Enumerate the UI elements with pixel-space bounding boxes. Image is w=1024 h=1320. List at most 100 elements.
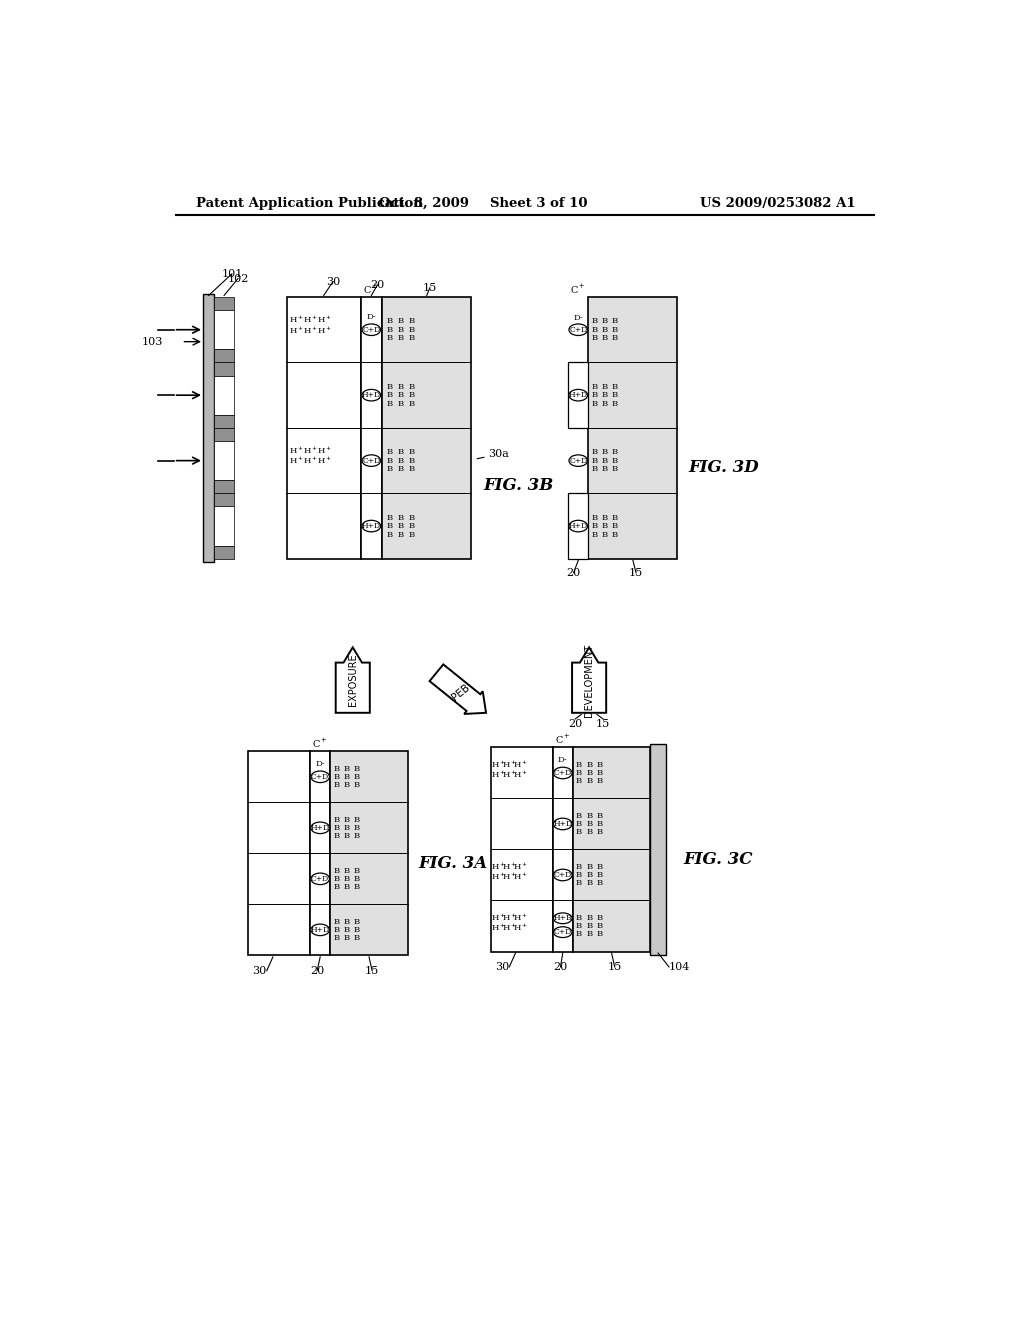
Text: B: B xyxy=(592,317,598,325)
Text: B: B xyxy=(586,770,592,777)
Text: B: B xyxy=(334,919,340,927)
Text: H$^+$: H$^+$ xyxy=(490,871,506,882)
Text: 15: 15 xyxy=(596,718,610,729)
Text: H+D: H+D xyxy=(310,925,330,933)
Text: H$^+$: H$^+$ xyxy=(502,911,517,923)
Text: 20: 20 xyxy=(310,966,325,975)
Text: B: B xyxy=(387,531,393,539)
Text: B: B xyxy=(575,820,582,828)
Text: FIG. 3A: FIG. 3A xyxy=(419,855,487,873)
Text: B: B xyxy=(596,820,602,828)
Text: B: B xyxy=(397,523,403,531)
Text: B: B xyxy=(596,828,602,836)
Text: H$^+$: H$^+$ xyxy=(289,323,304,335)
Text: C$^+$: C$^+$ xyxy=(555,733,570,746)
Text: B: B xyxy=(409,391,415,399)
Text: B: B xyxy=(343,867,349,875)
Text: B: B xyxy=(592,513,598,521)
Text: B: B xyxy=(611,317,617,325)
Text: H$^+$: H$^+$ xyxy=(289,444,304,455)
Text: B: B xyxy=(596,929,602,937)
Bar xyxy=(203,294,214,562)
Bar xyxy=(214,376,234,414)
Text: FIG. 3C: FIG. 3C xyxy=(683,851,753,869)
Text: B: B xyxy=(575,921,582,931)
Text: B: B xyxy=(611,400,617,408)
Text: B: B xyxy=(353,883,359,891)
Text: H$^+$: H$^+$ xyxy=(316,455,332,466)
Text: B: B xyxy=(601,391,607,399)
Text: H$^+$: H$^+$ xyxy=(490,859,506,871)
Text: B: B xyxy=(353,875,359,883)
Text: H$^+$: H$^+$ xyxy=(490,758,506,770)
Text: B: B xyxy=(397,457,403,465)
Text: B: B xyxy=(409,400,415,408)
Text: H+D: H+D xyxy=(553,820,572,828)
Text: B: B xyxy=(353,766,359,774)
Text: H+B: H+B xyxy=(553,915,572,923)
Text: C+D: C+D xyxy=(362,326,381,334)
Text: B: B xyxy=(586,776,592,784)
Text: Oct. 8, 2009: Oct. 8, 2009 xyxy=(379,197,469,210)
Text: C+D: C+D xyxy=(311,772,330,781)
Text: B: B xyxy=(334,875,340,883)
Text: B: B xyxy=(575,770,582,777)
Text: B: B xyxy=(334,816,340,824)
Text: B: B xyxy=(592,400,598,408)
Text: B: B xyxy=(409,383,415,391)
Text: B: B xyxy=(596,776,602,784)
Text: B: B xyxy=(334,832,340,840)
Ellipse shape xyxy=(569,455,588,466)
Text: B: B xyxy=(575,762,582,770)
Text: H$^+$: H$^+$ xyxy=(316,323,332,335)
Text: B: B xyxy=(353,816,359,824)
Text: B: B xyxy=(601,400,607,408)
Text: B: B xyxy=(596,770,602,777)
Text: D-: D- xyxy=(367,313,376,321)
Text: B: B xyxy=(592,457,598,465)
Text: B: B xyxy=(611,457,617,465)
Text: B: B xyxy=(575,863,582,871)
Text: B: B xyxy=(409,465,415,473)
Text: B: B xyxy=(601,513,607,521)
Text: B: B xyxy=(334,780,340,788)
Bar xyxy=(331,751,408,956)
Text: B: B xyxy=(409,523,415,531)
Text: B: B xyxy=(596,879,602,887)
Text: B: B xyxy=(575,776,582,784)
Text: B: B xyxy=(409,326,415,334)
Text: H$^+$: H$^+$ xyxy=(303,323,317,335)
Text: B: B xyxy=(397,400,403,408)
Text: B: B xyxy=(611,334,617,342)
Text: B: B xyxy=(353,832,359,840)
Text: B: B xyxy=(575,828,582,836)
Bar xyxy=(214,480,234,494)
Ellipse shape xyxy=(362,455,381,466)
Text: B: B xyxy=(575,929,582,937)
Text: C$^+$: C$^+$ xyxy=(312,737,328,750)
Text: B: B xyxy=(601,457,607,465)
Bar xyxy=(568,363,589,428)
Ellipse shape xyxy=(311,771,330,783)
Text: B: B xyxy=(592,391,598,399)
Bar xyxy=(214,363,234,376)
Text: B: B xyxy=(586,879,592,887)
Text: B: B xyxy=(592,531,598,539)
Text: B: B xyxy=(343,925,349,933)
Text: B: B xyxy=(343,832,349,840)
Text: H$^+$: H$^+$ xyxy=(502,758,517,770)
Text: B: B xyxy=(387,523,393,531)
Text: B: B xyxy=(586,812,592,820)
Text: B: B xyxy=(601,334,607,342)
Text: B: B xyxy=(596,863,602,871)
Bar xyxy=(214,428,234,441)
Bar xyxy=(382,297,471,558)
Text: B: B xyxy=(334,867,340,875)
Text: 103: 103 xyxy=(141,337,163,347)
Text: B: B xyxy=(397,334,403,342)
Text: DEVELOPMENT: DEVELOPMENT xyxy=(584,644,594,717)
Text: FIG. 3B: FIG. 3B xyxy=(483,477,553,494)
Text: B: B xyxy=(611,383,617,391)
Text: B: B xyxy=(601,326,607,334)
Text: H$^+$: H$^+$ xyxy=(316,313,332,325)
